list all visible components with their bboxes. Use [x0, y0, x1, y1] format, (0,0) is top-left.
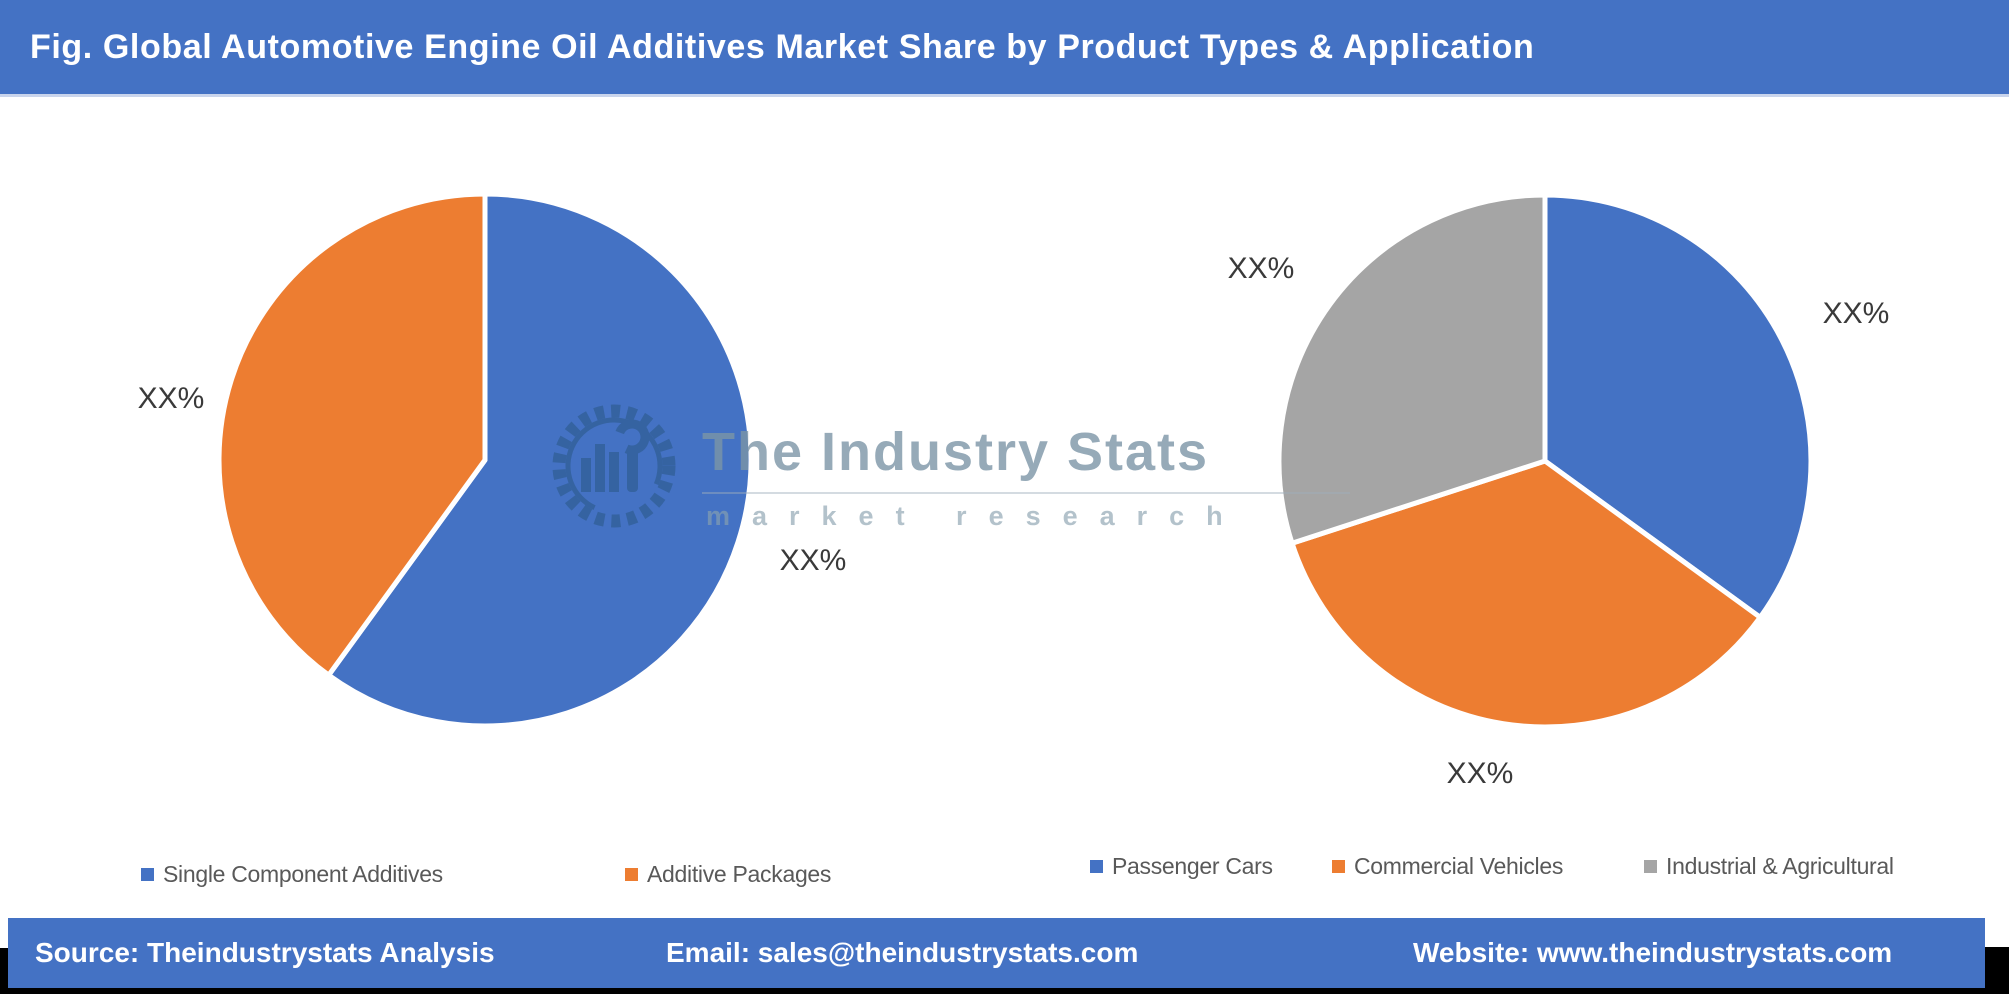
- bottom-edge-strip: [0, 988, 2009, 994]
- legend-item-commercial-vehicles: Commercial Vehicles: [1332, 853, 1563, 880]
- footer-email: Email: sales@theindustrystats.com: [666, 937, 1139, 968]
- watermark-tagline: market research: [706, 501, 1245, 531]
- legend-swatch-gray-icon: [1644, 860, 1657, 873]
- data-label-passenger-cars: XX%: [1822, 297, 1890, 330]
- legend-label: Commercial Vehicles: [1354, 853, 1564, 879]
- legend-item-single-component-additives: Single Component Additives: [141, 861, 443, 888]
- footer-source: Source: Theindustrystats Analysis: [35, 937, 495, 968]
- legend-label: Single Component Additives: [163, 861, 443, 887]
- footer-website: Website: www.theindustrystats.com: [1413, 937, 1893, 968]
- legend-label: Additive Packages: [647, 861, 832, 887]
- footer-bar: Source: Theindustrystats Analysis Email:…: [8, 918, 1985, 988]
- data-label-single-component-additives: XX%: [779, 544, 847, 577]
- pie-slice-passenger-cars: [1542, 192, 1814, 620]
- watermark-brand-name: The Industry Stats: [702, 422, 1210, 482]
- figure-title: Fig. Global Automotive Engine Oil Additi…: [30, 28, 1535, 66]
- pie-chart-product-types: [216, 191, 754, 729]
- legend-swatch-orange-icon: [1332, 860, 1345, 873]
- legend-item-industrial-agricultural: Industrial & Agricultural: [1644, 853, 1894, 880]
- legend-item-passenger-cars: Passenger Cars: [1090, 853, 1273, 880]
- legend-swatch-blue-icon: [1090, 860, 1103, 873]
- pie-slice-single-component-additives: [326, 191, 754, 729]
- data-label-additive-packages: XX%: [137, 382, 205, 415]
- legend-swatch-blue-icon: [141, 868, 154, 881]
- title-bar: Fig. Global Automotive Engine Oil Additi…: [0, 0, 2009, 97]
- legend-label: Industrial & Agricultural: [1666, 853, 1894, 879]
- legend-item-additive-packages: Additive Packages: [625, 861, 831, 888]
- data-label-commercial-vehicles: XX%: [1446, 757, 1514, 790]
- legend-label: Passenger Cars: [1112, 853, 1273, 879]
- bottom-right-edge-block: [1985, 947, 2009, 994]
- pie-slice-industrial-agricultural: [1276, 192, 1548, 546]
- pie-slice-additive-packages: [216, 191, 488, 678]
- pie-chart-application: [1276, 192, 1814, 730]
- pie-slice-commercial-vehicles: [1289, 458, 1763, 730]
- watermark-divider: [702, 492, 1350, 494]
- data-label-industrial-agricultural: XX%: [1227, 252, 1295, 285]
- legend-swatch-orange-icon: [625, 868, 638, 881]
